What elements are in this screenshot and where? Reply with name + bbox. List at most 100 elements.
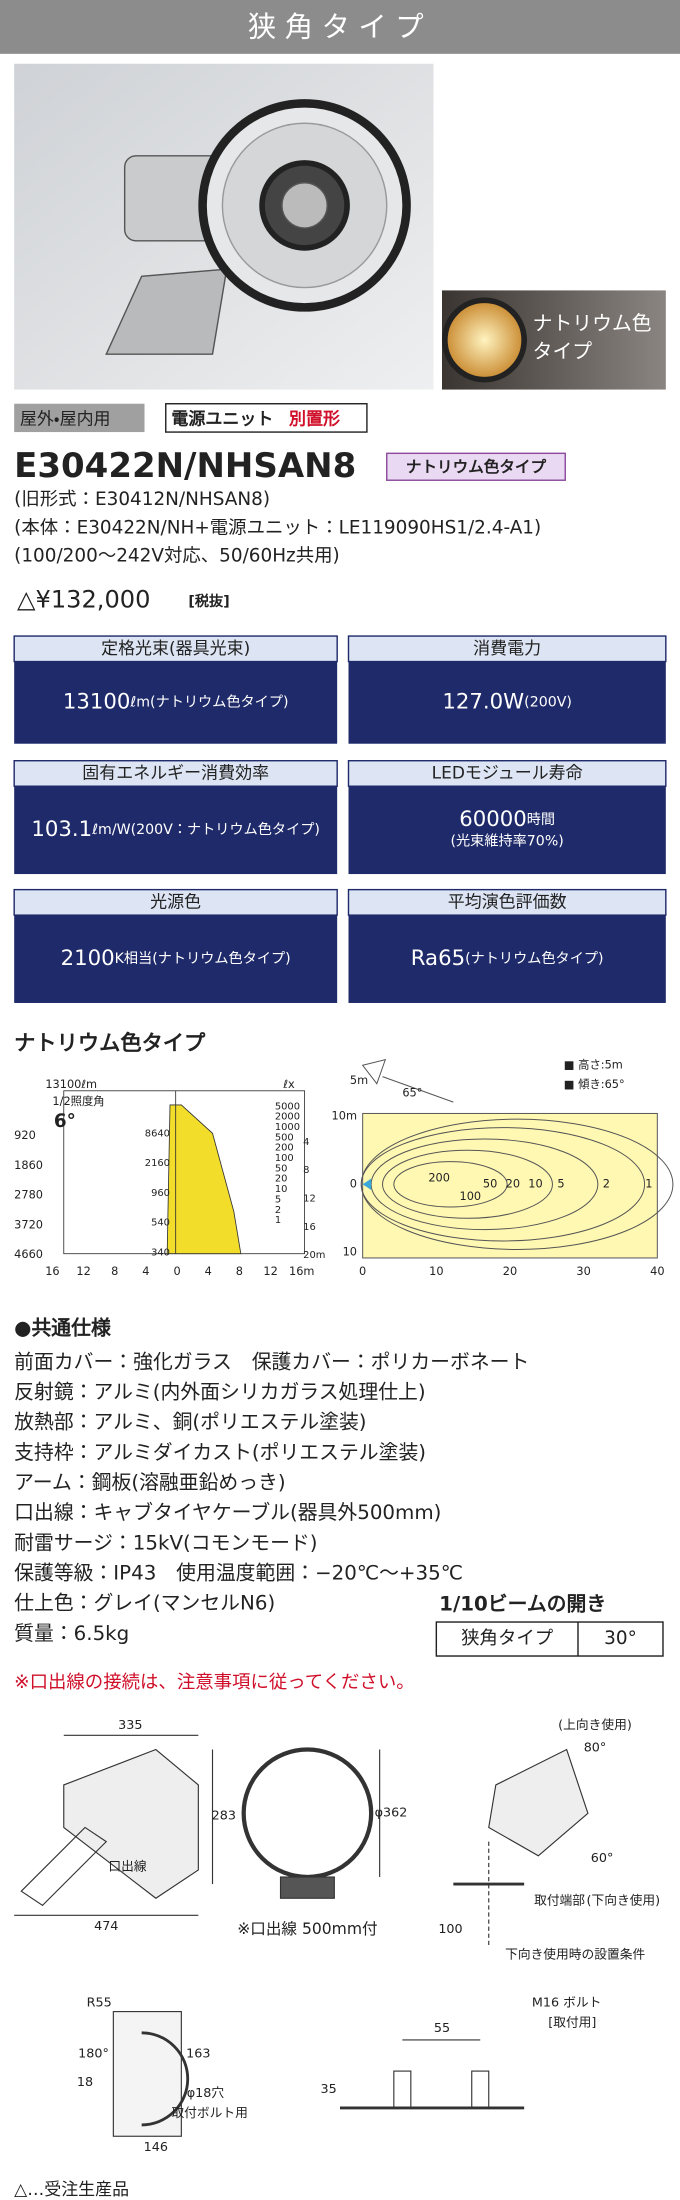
product-line: (旧形式：E30412N/NHSAN8) [14, 489, 270, 510]
spec-number: 2100 [61, 946, 115, 971]
contour-label: 5 [557, 1176, 564, 1190]
axis-label: 12 [303, 1193, 316, 1204]
spec-item: 放熱部：アルミ、銅(ポリエステル塗装) [14, 1411, 366, 1434]
axis-label: 2780 [14, 1188, 43, 1202]
axis-label: 4 [303, 1137, 309, 1148]
axis-label: 16 [45, 1264, 59, 1278]
dimension-label: 口出線 [108, 1859, 146, 1875]
spec-number: Ra65 [411, 946, 465, 971]
common-title: ●共通仕様 [14, 1316, 111, 1339]
inset-label: タイプ [533, 340, 593, 363]
price: △¥132,000 [17, 586, 150, 614]
dimension-label: 55 [434, 2021, 450, 2036]
axis-label: 8 [303, 1165, 309, 1176]
spec-note: ℓm(ナトリウム色タイプ) [129, 695, 288, 711]
axis-label: 20 [503, 1264, 517, 1278]
dimension-label: 283 [212, 1809, 236, 1824]
spec-label: 平均演色評価数 [448, 892, 567, 912]
spec-item: 反射鏡：アルミ(内外面シリカガラス処理仕上) [14, 1380, 425, 1403]
dimension-label: 474 [94, 1919, 118, 1934]
spec-value: 60000時間 [459, 807, 555, 832]
spec-note: ℓm/W(200V：ナトリウム色タイプ) [91, 822, 320, 838]
spec-number: 127.0W [442, 690, 524, 715]
lamp-illustration [105, 99, 411, 355]
contour-label: 10 [528, 1176, 542, 1190]
dimension-label: 60° [591, 1851, 614, 1866]
axis-label: 200 [275, 1143, 294, 1154]
axis-label: 0 [350, 1176, 357, 1190]
inset-label: ナトリウム色 [533, 312, 652, 335]
spec-label: 固有エネルギー消費効率 [82, 763, 269, 783]
spec-label-box [13, 760, 338, 787]
spec-item: 仕上色：グレイ(マンセルN6) [14, 1592, 275, 1615]
spec-value: 103.1ℓm/W(200V：ナトリウム色タイプ) [31, 817, 320, 842]
spec-number: 60000 [459, 807, 527, 832]
dimension-label: 18 [77, 2075, 93, 2090]
dimension-label: 取付端部 [534, 1894, 585, 1909]
beam-chart [63, 1090, 306, 1255]
axis-label: 8 [111, 1264, 118, 1278]
spec-label-box [347, 760, 667, 787]
axis-label: 10 [275, 1184, 288, 1195]
contour-label: 20 [506, 1176, 520, 1190]
spec-number: 103.1 [31, 817, 92, 842]
product-line: (100/200〜242V対応、50/60Hz共用) [14, 546, 340, 567]
axis-label: 2160 [145, 1158, 170, 1169]
spec-label: 定格光束(器具光束) [101, 639, 250, 659]
tag-text: 別置形 [288, 408, 340, 429]
warning: ※口出線の接続は、注意事項に従ってください。 [14, 1672, 414, 1693]
axis-label: 20m [303, 1250, 325, 1261]
spec-value-box [348, 661, 666, 744]
spec-label: LEDモジュール寿命 [432, 763, 583, 783]
dimension-label: φ18穴 [187, 2086, 225, 2101]
spec-label: 光源色 [150, 892, 201, 912]
axis-label: 4660 [14, 1247, 43, 1261]
header-title: 狭角タイプ [248, 10, 432, 43]
table-cell: 30° [604, 1628, 637, 1649]
flux: 13100ℓm [45, 1077, 97, 1091]
spec-value-box [14, 786, 338, 875]
dimension-label: [取付用] [548, 2015, 596, 2030]
axis-label: 40 [650, 1264, 664, 1278]
table-cell: 狭角タイプ [461, 1628, 554, 1649]
spec-sub: (光束維持率70%) [451, 833, 564, 849]
axis-label: 1860 [14, 1158, 43, 1172]
footer: △…受注生産品 [14, 2180, 129, 2200]
table-title: 1/10ビームの開き [439, 1593, 606, 1616]
dimension-label: 163 [186, 2047, 210, 2062]
axis-label: 10m [332, 1108, 357, 1122]
model-number: E30422N/NHSAN8 [14, 446, 356, 486]
axis-label: 0 [359, 1264, 366, 1278]
product-line: (本体：E30422N/NH+電源ユニット：LE119090HS1/2.4-A1… [14, 517, 541, 538]
pole: 5m [350, 1073, 368, 1087]
dimension-label: 35 [321, 2082, 337, 2097]
spec-item: 質量：6.5kg [14, 1622, 129, 1645]
dimension-drawings [14, 1734, 589, 2137]
axis-label: 5000 [275, 1101, 300, 1112]
axis-label: 2000 [275, 1112, 300, 1123]
axis-label: 10 [429, 1264, 443, 1278]
axis-label: 30 [576, 1264, 590, 1278]
half-angle: 6° [54, 1111, 76, 1132]
inset-lamp [441, 297, 527, 383]
spec-item: 支持枠：アルミダイカスト(ポリエステル塗装) [14, 1441, 426, 1464]
spec-item: 前面カバー：強化ガラス 保護カバー：ポリカーボネート [14, 1350, 529, 1373]
dimension-label: φ362 [375, 1806, 408, 1821]
axis-label: 16 [303, 1222, 316, 1233]
axis-label: 8640 [145, 1128, 170, 1139]
dimension-label: 100 [438, 1922, 462, 1937]
axis-label: 8 [236, 1264, 243, 1278]
dimension-label: (上向き使用) [558, 1717, 632, 1733]
axis-label: 4 [205, 1264, 212, 1278]
axis-label: 50 [275, 1163, 288, 1174]
axis-label: 20 [275, 1174, 288, 1185]
axis-label: 10 [343, 1244, 357, 1258]
axis-label: 540 [151, 1218, 170, 1229]
axis-label: 12 [263, 1264, 277, 1278]
axis-label: 100 [275, 1153, 294, 1164]
angle: 65° [402, 1086, 422, 1100]
dimension-label: 180° [78, 2047, 109, 2062]
dimension-label: M16 ボルト [532, 1996, 601, 2011]
header-bar [0, 0, 680, 54]
legend: ■ 傾き:65° [564, 1077, 625, 1091]
